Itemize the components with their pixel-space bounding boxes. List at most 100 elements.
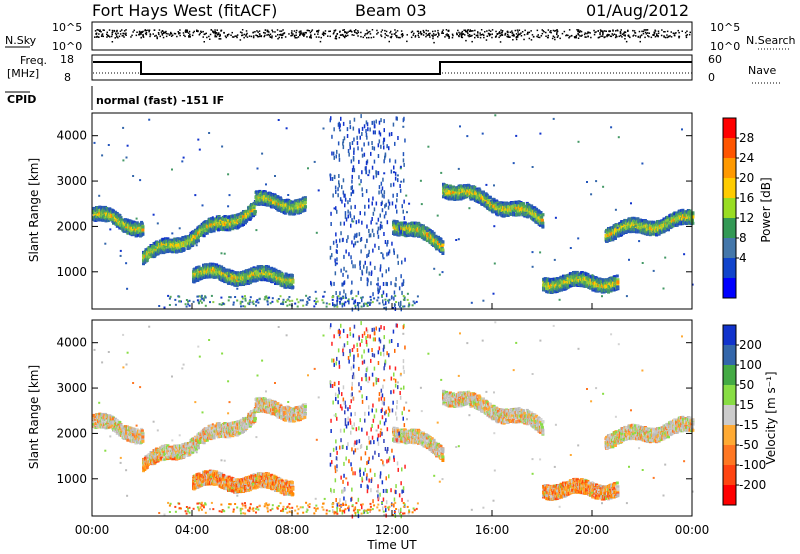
noise-point xyxy=(355,32,358,34)
noise-point xyxy=(584,36,586,38)
noise-point xyxy=(219,34,221,37)
noise-point xyxy=(149,33,151,35)
noise-point xyxy=(138,33,140,36)
noise-point xyxy=(272,31,274,33)
noise-point xyxy=(148,29,151,31)
echo-cell xyxy=(176,248,180,252)
noise-point xyxy=(664,36,667,39)
frequency-trace xyxy=(93,61,692,75)
noise-point xyxy=(121,29,123,31)
noise-point xyxy=(556,36,559,38)
noise-point xyxy=(264,29,267,31)
noise-point xyxy=(585,36,587,38)
noise-point xyxy=(445,34,447,36)
noise-point xyxy=(228,33,230,36)
noise-point xyxy=(597,36,600,39)
noise-point xyxy=(231,31,233,34)
noise-point xyxy=(136,31,138,33)
noise-point xyxy=(171,34,174,36)
noise-point xyxy=(161,34,164,36)
noise-point xyxy=(295,29,298,32)
noise-point xyxy=(314,33,316,36)
noise-point xyxy=(485,39,488,41)
noise-point xyxy=(214,31,216,33)
noise-point xyxy=(231,36,234,38)
echo-cell xyxy=(403,221,407,225)
noise-point xyxy=(147,29,149,31)
noise-point xyxy=(357,31,360,34)
noise-point xyxy=(621,33,624,35)
noise-point xyxy=(523,34,526,36)
noise-point xyxy=(324,33,327,35)
noise-point xyxy=(342,35,345,37)
noise-point xyxy=(520,32,522,34)
echo-cell xyxy=(258,200,262,204)
noise-point xyxy=(495,30,497,33)
noise-trace xyxy=(94,29,691,44)
noise-point xyxy=(364,33,367,35)
noise-point xyxy=(663,31,665,33)
noise-point xyxy=(594,31,596,34)
noise-point xyxy=(616,29,619,31)
noise-point xyxy=(495,36,497,38)
noise-point xyxy=(250,35,253,38)
echo-cell xyxy=(222,267,226,271)
noise-point xyxy=(515,38,518,41)
noise-point xyxy=(589,32,591,34)
noise-point xyxy=(294,37,296,39)
echo-cell xyxy=(109,212,113,216)
noise-point xyxy=(239,39,242,41)
nsky-label: N.Sky xyxy=(5,34,37,47)
echo-cell xyxy=(459,185,463,189)
echo-cell xyxy=(280,272,284,276)
noise-point xyxy=(303,35,305,37)
noise-point xyxy=(466,29,469,32)
noise-point xyxy=(516,35,519,37)
echo-cell xyxy=(271,194,275,197)
noise-point xyxy=(444,36,446,38)
noise-point xyxy=(366,32,369,34)
echo-cell xyxy=(285,278,289,282)
noise-point xyxy=(119,33,122,35)
noise-point xyxy=(604,36,606,38)
noise-point xyxy=(245,30,248,32)
noise-point xyxy=(396,35,398,37)
echo-cell xyxy=(171,250,175,254)
noise-point xyxy=(165,32,168,35)
noise-point xyxy=(319,40,322,43)
noise-point xyxy=(657,35,659,38)
noise-point xyxy=(371,29,374,31)
noise-point xyxy=(400,30,403,32)
noise-point xyxy=(465,39,467,42)
noise-right-tick-bottom: 10^0 xyxy=(710,40,740,53)
echo-cell xyxy=(104,217,108,220)
noise-point xyxy=(257,36,259,38)
noise-point xyxy=(290,32,293,34)
noise-point xyxy=(368,36,370,39)
noise-point xyxy=(607,34,609,37)
noise-point xyxy=(349,29,352,32)
station-title: Fort Hays West (fitACF) xyxy=(92,1,277,20)
noise-point xyxy=(94,36,96,38)
noise-point xyxy=(341,33,344,36)
noise-point xyxy=(657,34,659,37)
noise-point xyxy=(491,33,493,35)
noise-point xyxy=(279,34,281,36)
noise-point xyxy=(512,39,514,41)
noise-point xyxy=(674,32,676,35)
noise-point xyxy=(218,38,220,40)
noise-point xyxy=(412,34,414,36)
noise-point xyxy=(577,37,580,39)
noise-point xyxy=(472,30,474,32)
noise-point xyxy=(186,30,188,32)
noise-point xyxy=(515,33,518,35)
noise-point xyxy=(209,38,211,40)
echo-cell xyxy=(267,265,270,269)
noise-point xyxy=(554,38,556,41)
noise-point xyxy=(520,35,523,37)
noise-point xyxy=(158,33,160,36)
noise-point xyxy=(641,30,643,33)
echo-cell xyxy=(135,223,139,227)
noise-point xyxy=(347,31,349,33)
